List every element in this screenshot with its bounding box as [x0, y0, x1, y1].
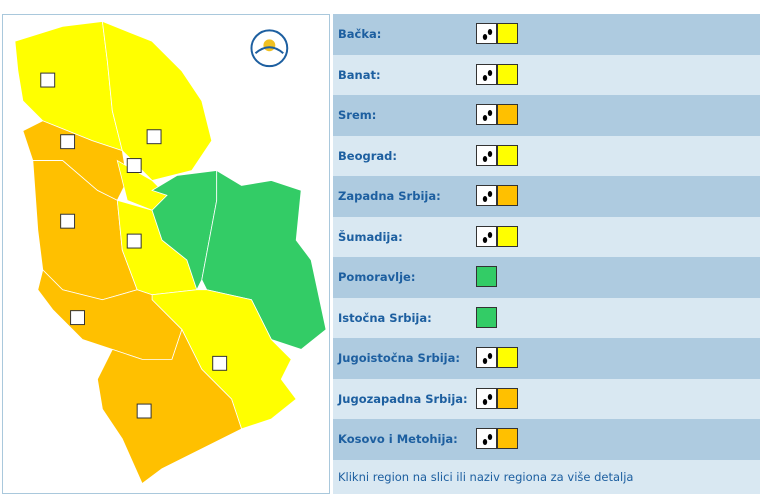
region-name[interactable]: Srem: — [338, 108, 377, 123]
warning-box — [476, 306, 497, 328]
region-row[interactable]: Zapadna Srbija: — [333, 176, 760, 217]
warning-box — [476, 347, 518, 368]
warning-level — [476, 306, 497, 328]
region-row[interactable]: Srem: — [333, 95, 760, 136]
warning-box — [476, 428, 518, 449]
warning-box — [476, 225, 518, 247]
rain-icon — [476, 63, 497, 85]
warning-box — [476, 387, 518, 409]
region-row[interactable]: Bačka: — [333, 14, 760, 55]
region-name[interactable]: Bačka: — [338, 27, 382, 42]
region-name[interactable]: Šumadija: — [338, 229, 403, 244]
rain-icon — [476, 144, 497, 166]
region-row[interactable]: Kosovo i Metohija: — [333, 419, 760, 460]
warning-box — [476, 23, 518, 44]
region-name[interactable]: Beograd: — [338, 148, 397, 163]
map-region[interactable] — [101, 20, 213, 181]
region-row[interactable]: Pomoravlje: — [333, 257, 760, 298]
rain-icon — [476, 104, 497, 125]
region-row[interactable]: Banat: — [333, 54, 760, 95]
region-table: Bačka: Banat: Srem: Beograd: Zapadna Srbija:… — [333, 14, 760, 494]
footer-note: Klikni region na slici ili naziv regiona… — [333, 459, 760, 494]
region-name[interactable]: Pomoravlje: — [338, 270, 416, 285]
region-row[interactable]: Istočna Srbija: — [333, 297, 760, 338]
region-row[interactable]: Beograd: — [333, 135, 760, 176]
rain-icon — [476, 428, 497, 449]
map-icons — [40, 72, 228, 419]
rain-icon — [476, 387, 497, 409]
region-row[interactable]: Šumadija: — [333, 216, 760, 257]
warning-box — [476, 266, 497, 287]
warning-level — [497, 428, 518, 449]
warning-level — [497, 63, 518, 85]
warning-level — [497, 23, 518, 44]
warning-level — [497, 225, 518, 247]
rain-icon — [476, 225, 497, 247]
logo — [250, 29, 289, 68]
warning-map — [2, 14, 330, 494]
warning-box — [476, 144, 518, 166]
warning-level — [497, 347, 518, 368]
rain-icon — [476, 23, 497, 44]
region-name[interactable]: Jugoistočna Srbija: — [338, 351, 460, 366]
warning-level — [497, 387, 518, 409]
rain-icon — [476, 347, 497, 368]
region-name[interactable]: Istočna Srbija: — [338, 310, 432, 325]
region-row[interactable]: Jugoistočna Srbija: — [333, 338, 760, 379]
warning-box — [476, 104, 518, 125]
region-name[interactable]: Jugozapadna Srbija: — [338, 391, 468, 406]
rain-icon — [476, 185, 497, 206]
warning-level — [476, 266, 497, 287]
region-name[interactable]: Zapadna Srbija: — [338, 189, 441, 204]
region-name[interactable]: Banat: — [338, 67, 381, 82]
map-region[interactable] — [201, 169, 327, 350]
region-row[interactable]: Jugozapadna Srbija: — [333, 378, 760, 419]
warning-level — [497, 185, 518, 206]
warning-box — [476, 63, 518, 85]
warning-box — [476, 185, 518, 206]
region-name[interactable]: Kosovo i Metohija: — [338, 432, 458, 447]
warning-level — [497, 104, 518, 125]
warning-level — [497, 144, 518, 166]
map-region[interactable] — [97, 328, 243, 485]
